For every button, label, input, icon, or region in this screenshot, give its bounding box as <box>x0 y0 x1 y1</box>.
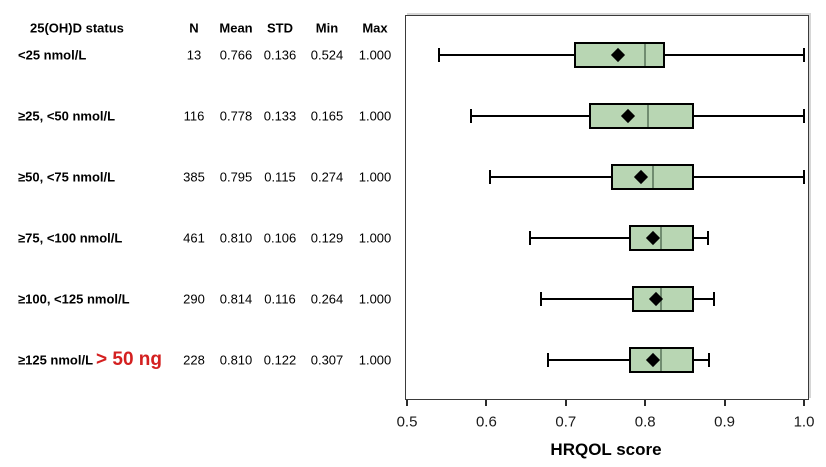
row-mean: 0.778 <box>219 108 253 124</box>
row-min: 0.524 <box>310 47 344 63</box>
row-label: ≥125 nmol/L <box>18 352 94 368</box>
whisker-cap-low <box>529 231 532 245</box>
median-line <box>660 349 663 371</box>
row-n: 116 <box>183 108 205 124</box>
row-max: 1.000 <box>358 230 392 246</box>
row-n: 228 <box>183 352 205 368</box>
x-tick-mark <box>564 400 567 406</box>
row-max: 1.000 <box>358 352 392 368</box>
x-tick-mark <box>644 400 647 406</box>
whisker-cap-high <box>803 109 805 123</box>
row-std: 0.133 <box>263 108 297 124</box>
median-line <box>646 105 649 127</box>
median-line <box>660 227 663 249</box>
whisker-cap-high <box>803 48 805 62</box>
whisker-line <box>541 298 715 300</box>
whisker-cap-low <box>489 170 492 184</box>
row-max: 1.000 <box>358 47 392 63</box>
x-tick-label: 0.7 <box>555 413 577 431</box>
whisker-cap-high <box>713 292 716 306</box>
row-min: 0.264 <box>310 291 344 307</box>
plot-frame <box>405 15 809 400</box>
col-header-std: STD <box>267 20 293 36</box>
x-tick-label: 0.8 <box>634 413 656 431</box>
row-n: 461 <box>183 230 205 246</box>
whisker-cap-low <box>547 353 550 367</box>
row-max: 1.000 <box>358 169 392 185</box>
x-tick-mark <box>803 400 805 406</box>
row-n: 290 <box>183 291 205 307</box>
row-mean: 0.810 <box>219 352 253 368</box>
row-std: 0.106 <box>263 230 297 246</box>
row-min: 0.307 <box>310 352 344 368</box>
row-label: ≥50, <75 nmol/L <box>18 169 116 185</box>
x-tick-label: 0.5 <box>396 413 418 431</box>
row-label: ≥75, <100 nmol/L <box>18 230 123 246</box>
col-header-min: Min <box>315 20 339 36</box>
row-min: 0.274 <box>310 169 344 185</box>
col-header-status: 25(OH)D status <box>30 20 124 36</box>
col-header-mean: Mean <box>219 20 253 36</box>
row-label: ≥25, <50 nmol/L <box>18 108 116 124</box>
row-mean: 0.814 <box>219 291 253 307</box>
row-min: 0.129 <box>310 230 344 246</box>
row-mean: 0.795 <box>219 169 253 185</box>
median-line <box>652 166 655 188</box>
x-tick-mark <box>485 400 488 406</box>
x-axis-title: HRQOL score <box>550 440 662 459</box>
annotation-gt-50ng: > 50 ng <box>96 349 162 370</box>
whisker-line <box>548 359 709 361</box>
row-n: 13 <box>186 47 202 63</box>
row-label: ≥100, <125 nmol/L <box>18 291 130 307</box>
col-header-n: N <box>189 20 199 36</box>
col-header-max: Max <box>362 20 388 36</box>
row-max: 1.000 <box>358 291 392 307</box>
x-tick-mark <box>406 400 408 406</box>
whisker-cap-low <box>540 292 543 306</box>
whisker-cap-high <box>707 353 710 367</box>
row-std: 0.115 <box>264 169 296 185</box>
row-max: 1.000 <box>358 108 392 124</box>
whisker-cap-high <box>706 231 709 245</box>
row-n: 385 <box>183 169 205 185</box>
whisker-line <box>530 237 708 239</box>
row-mean: 0.766 <box>219 47 253 63</box>
whisker-cap-low <box>469 109 472 123</box>
row-std: 0.122 <box>263 352 297 368</box>
median-line <box>644 44 647 66</box>
whisker-cap-low <box>437 48 440 62</box>
row-mean: 0.810 <box>219 230 253 246</box>
x-tick-label: 0.6 <box>475 413 497 431</box>
row-min: 0.165 <box>310 108 344 124</box>
row-label: <25 nmol/L <box>18 47 87 63</box>
iqr-box <box>588 103 695 129</box>
x-tick-label: 0.9 <box>714 413 736 431</box>
row-std: 0.116 <box>264 291 296 307</box>
row-std: 0.136 <box>263 47 297 63</box>
x-tick-mark <box>723 400 726 406</box>
whisker-cap-high <box>803 170 805 184</box>
x-tick-label: 1.0 <box>793 413 815 431</box>
